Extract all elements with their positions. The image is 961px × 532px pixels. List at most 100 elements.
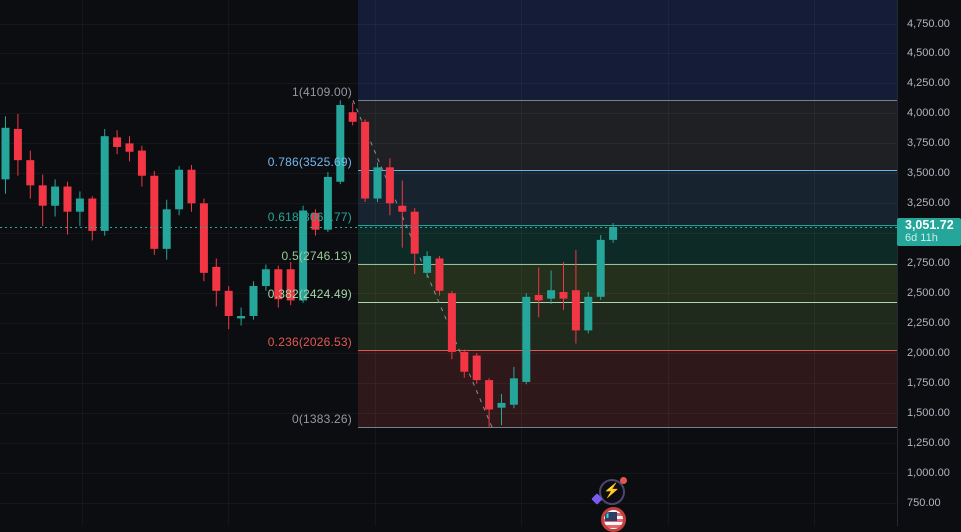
h-gridline bbox=[0, 173, 897, 175]
h-gridline bbox=[0, 383, 897, 385]
candle-body bbox=[571, 290, 580, 331]
h-gridline bbox=[0, 143, 897, 145]
candle-body bbox=[224, 290, 233, 316]
candle-body bbox=[373, 167, 382, 199]
candle-body bbox=[509, 378, 518, 405]
price-axis-tick: 2,500.00 bbox=[907, 287, 950, 300]
fib-level-label: 0.382(2424.49) bbox=[267, 287, 352, 302]
candle-body bbox=[299, 210, 308, 301]
candle-body bbox=[199, 203, 208, 273]
candle-body bbox=[100, 136, 109, 231]
price-axis-tick: 3,750.00 bbox=[907, 137, 950, 150]
v-gridline bbox=[814, 0, 815, 526]
candle-body bbox=[212, 266, 221, 291]
fib-level-line[interactable] bbox=[358, 263, 897, 265]
price-axis[interactable]: 4,750.00 4,500.00 4,250.00 4,000.00 3,750.00… bbox=[897, 0, 961, 526]
fib-level-label: 0.5(2746.13) bbox=[281, 248, 352, 263]
candle-body bbox=[460, 351, 469, 372]
candle-body bbox=[274, 269, 283, 300]
flag-chart-sticker[interactable]: ıl bbox=[601, 507, 626, 532]
notification-dot-icon bbox=[620, 477, 627, 484]
fib-zone bbox=[358, 302, 897, 350]
candle-body bbox=[125, 143, 134, 152]
fib-zone bbox=[358, 349, 897, 428]
fib-level-line[interactable] bbox=[358, 100, 897, 102]
h-gridline bbox=[0, 413, 897, 415]
candle-body bbox=[137, 150, 146, 176]
candle-body bbox=[361, 121, 370, 199]
h-gridline bbox=[0, 113, 897, 115]
current-price-badge: 3,051.72 6d 11h bbox=[897, 218, 961, 247]
fib-level-line[interactable] bbox=[358, 302, 897, 304]
candle-body bbox=[38, 185, 47, 206]
candle-body bbox=[187, 169, 196, 204]
price-axis-tick: 4,000.00 bbox=[907, 107, 950, 120]
lightning-icon: ⚡ bbox=[603, 482, 621, 498]
candle-body bbox=[237, 315, 246, 319]
fib-level-label: 1(4109.00) bbox=[291, 85, 352, 100]
v-gridline bbox=[668, 0, 669, 526]
candle-body bbox=[75, 198, 84, 212]
candle-body bbox=[609, 227, 618, 240]
h-gridline bbox=[0, 23, 897, 25]
candle-body bbox=[584, 296, 593, 331]
candle-body bbox=[26, 160, 35, 186]
price-axis-tick: 2,000.00 bbox=[907, 347, 950, 360]
candle-body bbox=[88, 198, 97, 231]
v-gridline bbox=[82, 0, 83, 526]
candle-body bbox=[522, 296, 531, 382]
price-axis-tick: 3,250.00 bbox=[907, 197, 950, 210]
mini-bar-chart-icon: ıl bbox=[606, 513, 609, 520]
fib-level-line[interactable] bbox=[358, 349, 897, 351]
candle-body bbox=[249, 286, 258, 316]
candle-body bbox=[547, 290, 556, 299]
candle-body bbox=[13, 128, 22, 161]
candle-body bbox=[435, 258, 444, 291]
fib-level-label: 0.236(2026.53) bbox=[267, 334, 352, 349]
candle-body bbox=[385, 167, 394, 204]
fib-level-line[interactable] bbox=[358, 225, 897, 227]
price-axis-tick: 1,500.00 bbox=[907, 407, 950, 420]
bar-close-countdown: 6d 11h bbox=[905, 232, 938, 245]
candle-body bbox=[1, 127, 10, 180]
candle-body bbox=[175, 169, 184, 210]
v-gridline bbox=[375, 0, 376, 526]
fib-level-line[interactable] bbox=[358, 427, 897, 429]
fib-zone bbox=[358, 225, 897, 264]
price-axis-tick: 2,250.00 bbox=[907, 317, 950, 330]
fib-zone bbox=[358, 263, 897, 303]
candle-body bbox=[286, 269, 295, 301]
price-axis-tick: 3,500.00 bbox=[907, 167, 950, 180]
fib-trendline[interactable] bbox=[352, 100, 493, 428]
h-gridline bbox=[0, 353, 897, 355]
v-gridline bbox=[228, 0, 229, 526]
candle-body bbox=[596, 239, 605, 297]
candle-body bbox=[162, 209, 171, 249]
candle-body bbox=[423, 256, 432, 273]
fib-zone bbox=[358, 0, 897, 101]
fib-level-label: 0.618(3067.77) bbox=[267, 210, 352, 225]
candle-body bbox=[51, 186, 60, 206]
candle-body bbox=[410, 211, 419, 254]
fib-level-line[interactable] bbox=[358, 170, 897, 172]
spark-lightning-button[interactable]: ⚡ bbox=[591, 477, 627, 505]
h-gridline bbox=[0, 233, 897, 235]
price-axis-tick: 1,250.00 bbox=[907, 437, 950, 450]
candle-body bbox=[485, 380, 494, 410]
candle-body bbox=[398, 205, 407, 212]
candle-body bbox=[113, 137, 122, 147]
candle-body bbox=[323, 176, 332, 230]
price-axis-tick: 1,000.00 bbox=[907, 467, 950, 480]
price-axis-tick: 4,500.00 bbox=[907, 47, 950, 60]
fib-zone bbox=[358, 170, 897, 226]
candle-body bbox=[261, 269, 270, 287]
flag-canton-icon bbox=[605, 512, 617, 521]
candle-body bbox=[497, 402, 506, 408]
candle-body bbox=[336, 105, 345, 182]
fib-level-label: 0(1383.26) bbox=[291, 412, 352, 427]
candle-body bbox=[348, 112, 357, 122]
candle-body bbox=[447, 293, 456, 352]
fib-zone bbox=[358, 100, 897, 171]
